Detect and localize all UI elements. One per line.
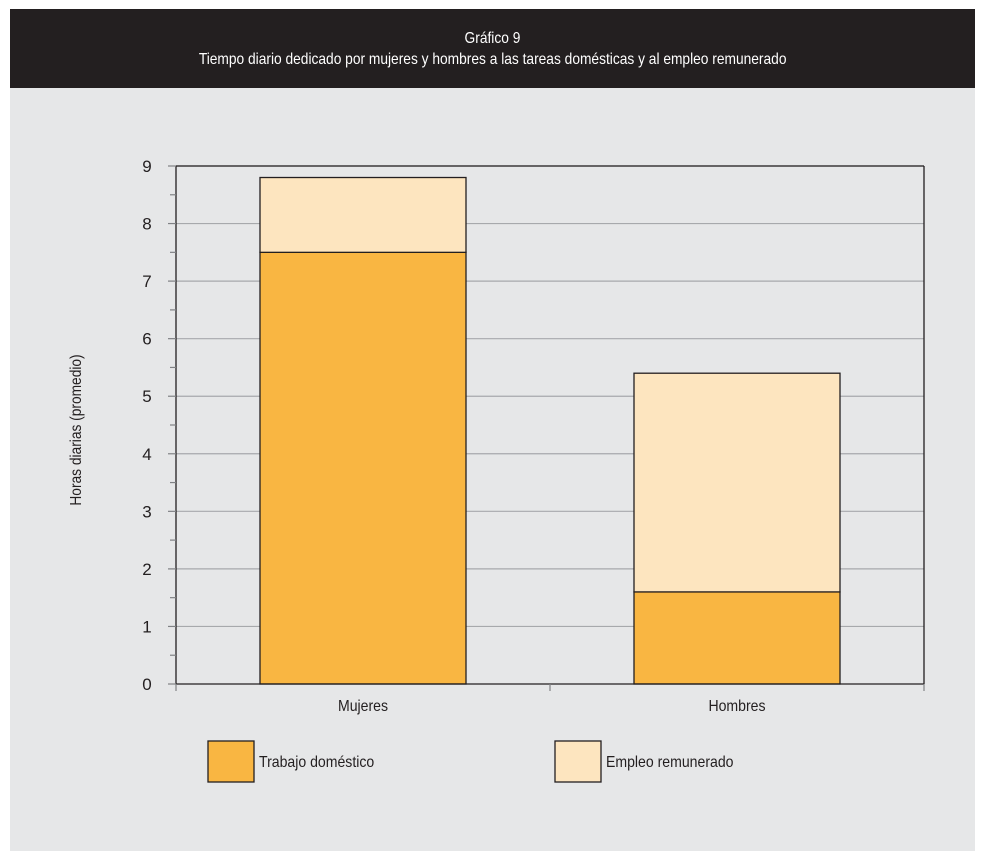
y-tick-label: 8 [142,215,151,234]
y-tick-label: 0 [142,675,151,694]
legend-trabajo-domestico-swatch [207,740,255,783]
y-tick-label: 3 [142,502,151,521]
y-tick-label: 5 [142,387,151,406]
y-tick-label: 2 [142,560,151,579]
bar-mujeres-trabajo-domestico [259,251,467,685]
chart-header: Gráfico 9 Tiempo diario dedicado por muj… [10,9,975,88]
y-tick-label: 4 [142,445,151,464]
legend-empleo-remunerado-label: Empleo remunerado [606,753,734,771]
chart-subtitle: Tiempo diario dedicado por mujeres y hom… [198,50,787,68]
chart-title: Gráfico 9 [464,29,521,47]
y-tick-label: 1 [142,617,151,636]
y-tick-label: 6 [142,330,151,349]
y-tick-label: 7 [142,272,151,291]
y-tick-label: 9 [142,157,151,176]
legend-trabajo-domestico-label: Trabajo doméstico [259,753,374,771]
bar-mujeres-empleo-remunerado [259,176,467,253]
bar-hombres-empleo-remunerado [633,372,841,593]
legend-empleo-remunerado-swatch [554,740,602,783]
y-axis-title: Horas diarias (promedio) [67,354,85,505]
x-tick-label: Mujeres [338,697,388,715]
x-tick-label: Hombres [708,697,765,715]
bar-hombres-trabajo-domestico [633,591,841,685]
